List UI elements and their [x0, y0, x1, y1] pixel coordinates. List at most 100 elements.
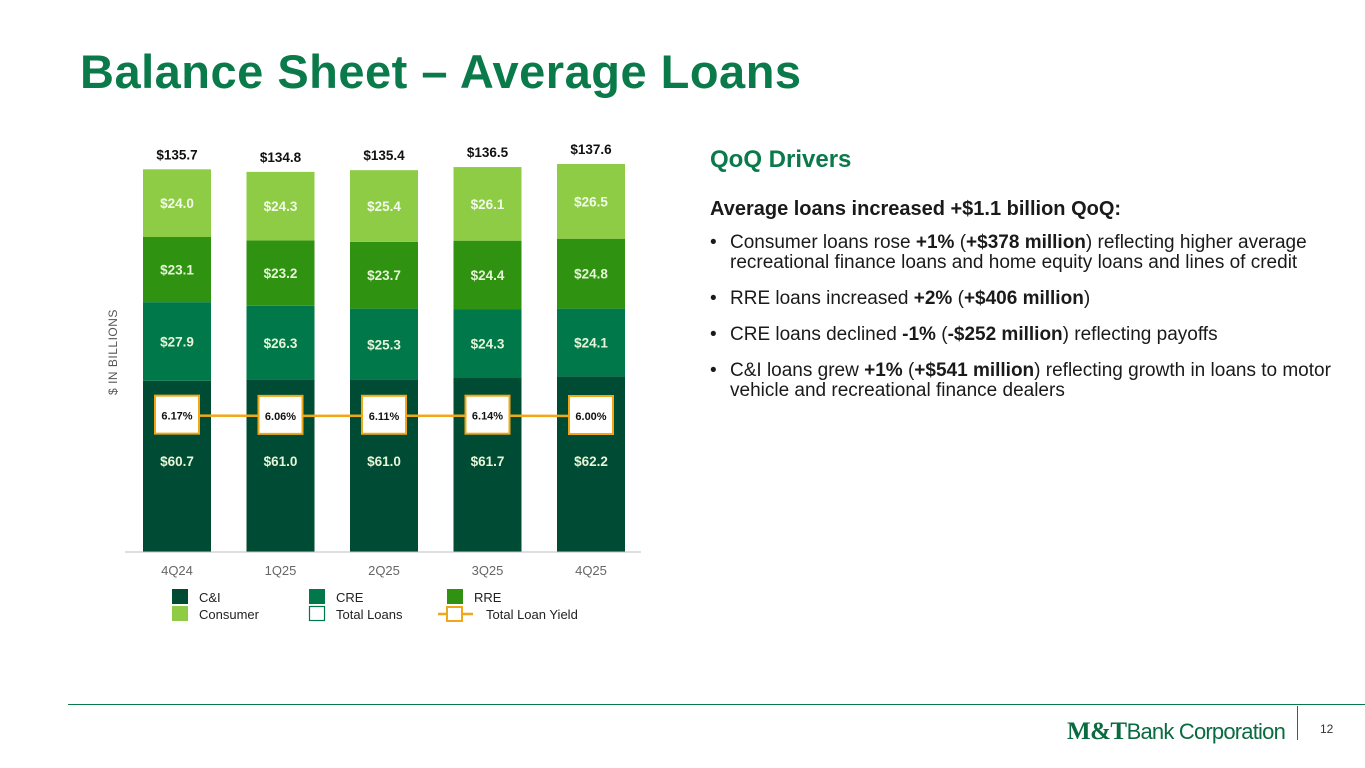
bullet-text: C&I loans grew	[730, 360, 865, 381]
driver-bullet-list: • Consumer loans rose +1% (+$378 million)…	[710, 233, 1340, 401]
bar-segment-rre-2q25	[350, 241, 418, 309]
data-label: $24.8	[574, 267, 608, 282]
bar-segment-cre-4q25	[557, 308, 625, 377]
bullet-text: (	[952, 288, 964, 309]
logo-wordmark: Bank Corporation	[1126, 719, 1286, 744]
y-axis-label: $ IN BILLIONS	[106, 309, 120, 395]
qoq-headline: Average loans increased +$1.1 billion Qo…	[710, 198, 1122, 220]
bullet-text: RRE loans increased	[730, 288, 914, 309]
bar-segment-cre-2q25	[350, 308, 418, 380]
data-label: $26.3	[264, 336, 298, 351]
driver-bullet-1: • Consumer loans rose +1% (+$378 million)…	[710, 233, 1340, 273]
logo-separator	[1297, 706, 1298, 740]
bullet-text: (	[954, 232, 967, 253]
bullet-emphasis: +$378 million	[966, 232, 1086, 253]
total-label: $135.4	[363, 148, 405, 163]
bar-segment-consumer-4q24	[143, 169, 211, 238]
yield-label: 6.14%	[472, 411, 503, 423]
company-logo: M&TBank Corporation	[1067, 718, 1286, 746]
bar-segment-cre-4q24	[143, 302, 211, 381]
bullet-marker: •	[710, 360, 717, 381]
legend-label: Total Loan Yield	[486, 607, 578, 622]
bar-segment-cre-1q25	[246, 305, 315, 380]
total-label: $137.6	[570, 142, 612, 157]
legend-swatch	[446, 606, 463, 622]
data-label: $61.0	[264, 454, 298, 469]
bullet-text: ) reflecting payoffs	[1062, 324, 1218, 345]
x-tick-label: 2Q25	[368, 563, 400, 578]
bar-segment-rre-3q25	[453, 240, 522, 310]
driver-bullet-4: • C&I loans grew +1% (+$541 million) refl…	[710, 361, 1340, 401]
bar-segment-consumer-2q25	[350, 170, 418, 242]
qoq-drivers-panel: QoQ Drivers Average loans increased +$1.…	[710, 146, 1340, 417]
data-label: $24.1	[574, 336, 608, 351]
bullet-emphasis: -1%	[902, 324, 936, 345]
bar-segment-consumer-3q25	[453, 167, 522, 241]
total-label: $136.5	[467, 145, 509, 160]
data-label: $25.4	[367, 199, 401, 214]
data-label: $23.7	[367, 268, 401, 283]
yield-marker	[154, 394, 200, 435]
legend-label: C&I	[199, 590, 221, 605]
data-label: $60.7	[160, 454, 194, 469]
bullet-text: ) reflecting higher average recreational…	[730, 232, 1307, 273]
x-tick-label: 1Q25	[265, 563, 297, 578]
legend-swatch	[172, 606, 188, 621]
legend-label: RRE	[474, 590, 502, 605]
total-label: $134.8	[260, 150, 302, 165]
bullet-emphasis: +1%	[915, 232, 955, 253]
x-tick-label: 4Q24	[161, 563, 193, 578]
data-label: $23.1	[160, 263, 194, 278]
data-label: $27.9	[160, 334, 194, 349]
legend-swatch	[172, 589, 188, 604]
bullet-text: Consumer loans rose	[730, 232, 916, 253]
x-tick-label: 4Q25	[575, 563, 607, 578]
legend-label: Consumer	[199, 607, 260, 622]
bar-segment-consumer-1q25	[246, 171, 315, 241]
data-label: $61.0	[367, 454, 401, 469]
legend-swatch	[309, 589, 325, 604]
yield-label: 6.17%	[161, 411, 192, 423]
data-label: $25.3	[367, 337, 401, 352]
driver-bullet-3: • CRE loans declined -1% (-$252 million) …	[710, 325, 1340, 345]
yield-label: 6.11%	[369, 411, 400, 423]
yield-marker	[361, 394, 407, 435]
data-label: $61.7	[471, 454, 505, 469]
average-loans-chart: $ IN BILLIONS $60.7 $27.9 $23.1 $24.0 $135.7 4…	[106, 142, 641, 622]
yield-marker	[257, 394, 304, 435]
footer-divider	[68, 704, 1365, 705]
bullet-marker: •	[710, 232, 717, 253]
driver-bullet-2: • RRE loans increased +2% (+$406 million)	[710, 289, 1340, 309]
data-label: $23.2	[264, 266, 298, 281]
bullet-emphasis: +2%	[913, 288, 953, 309]
yield-label: 6.06%	[265, 411, 296, 423]
bullet-emphasis: +1%	[864, 360, 903, 381]
bar-segment-cre-3q25	[453, 309, 522, 379]
data-label: $24.3	[471, 337, 505, 352]
bullet-text: (	[935, 324, 948, 345]
data-label: $24.0	[160, 196, 194, 211]
legend-label: Total Loans	[336, 607, 403, 622]
bullet-text: ) reflecting growth in loans to motor ve…	[730, 360, 1331, 401]
bar-segment-consumer-4q25	[557, 163, 625, 239]
legend-label: CRE	[336, 590, 364, 605]
legend-swatch	[447, 589, 463, 604]
bullet-marker: •	[710, 324, 717, 345]
total-label: $135.7	[156, 147, 197, 162]
bullet-emphasis: +$541 million	[914, 360, 1035, 381]
bar-segment-rre-1q25	[246, 240, 315, 306]
bullet-emphasis: -$252 million	[947, 324, 1063, 345]
yield-marker	[568, 395, 614, 435]
page-number: 12	[1320, 722, 1334, 736]
data-label: $62.2	[574, 454, 608, 469]
x-tick-label: 3Q25	[472, 563, 504, 578]
bar-segment-rre-4q24	[143, 237, 211, 303]
data-label: $24.3	[264, 199, 298, 214]
bullet-text: )	[1083, 288, 1091, 309]
qoq-drivers-heading: QoQ Drivers	[710, 146, 852, 173]
bullet-text: (	[902, 360, 915, 381]
data-label: $26.1	[471, 197, 505, 212]
bar-segment-rre-4q25	[557, 238, 625, 309]
logo-mark: M&T	[1067, 718, 1127, 745]
slide-title: Balance Sheet – Average Loans	[80, 45, 802, 98]
